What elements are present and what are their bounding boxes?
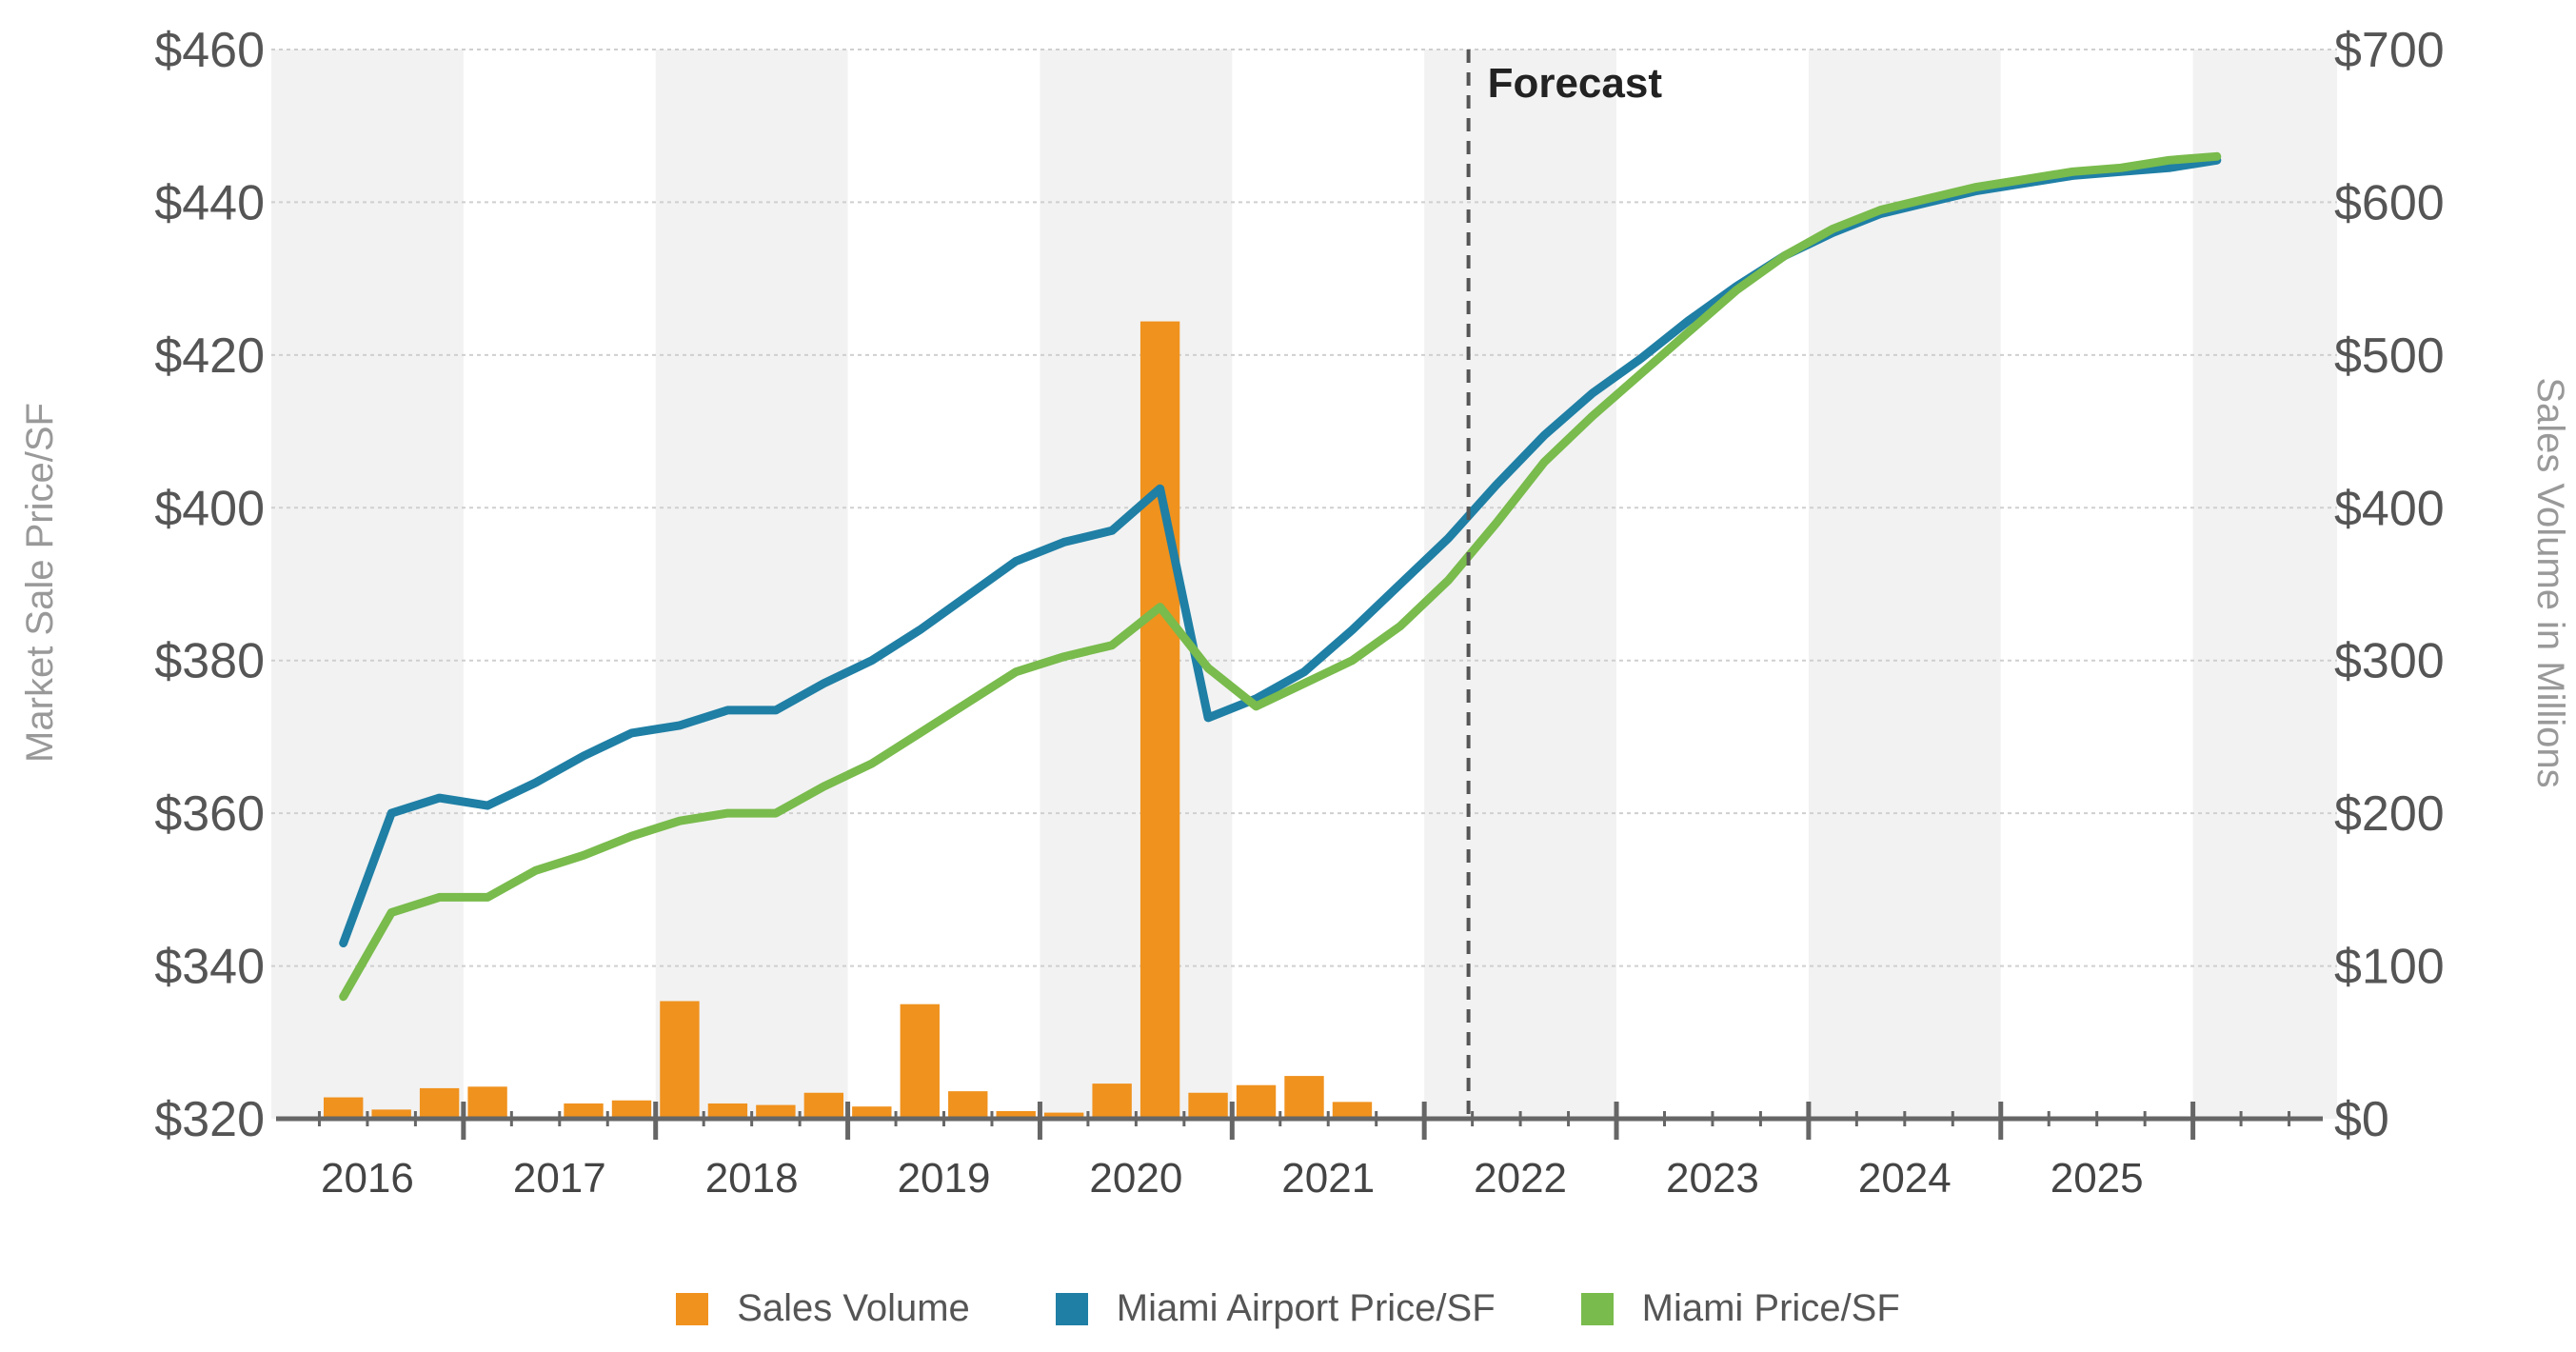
sales-volume-bars [324,321,1373,1119]
sales-volume-bar [324,1097,364,1119]
legend-label-miami-price: Miami Price/SF [1641,1287,1900,1329]
x-tick-label: 2025 [2051,1155,2144,1202]
x-axis: 2016 2017 2018 2019 2020 2021 2022 2023 2024 2025 [276,1102,2323,1202]
legend-item-sales-volume: Sales Volume [676,1287,970,1330]
sales-volume-bar [900,1004,940,1119]
sales-volume-bar [371,1109,411,1119]
year-band [271,50,464,1119]
year-background-bands [271,50,2337,1119]
sales-volume-bar [756,1104,796,1119]
sales-volume-bar [1092,1084,1132,1119]
x-tick-label: 2021 [1281,1155,1375,1202]
y-left-tick-label: $420 [154,328,265,384]
year-band [1424,50,1617,1119]
legend-item-miami-price: Miami Price/SF [1580,1287,1900,1330]
y-right-tick-label: $500 [2334,328,2445,384]
x-tick-label: 2019 [898,1155,991,1202]
legend-swatch-miami-airport-price [1055,1292,1088,1325]
sales-volume-bar [564,1103,604,1119]
sales-volume-bar [1043,1112,1084,1119]
y-axis-right-title: Sales Volume in Millions [2529,377,2571,787]
y-left-tick-label: $440 [154,175,265,230]
y-right-tick-label: $600 [2334,175,2445,230]
legend-item-miami-airport-price: Miami Airport Price/SF [1055,1287,1496,1330]
year-band [655,50,848,1119]
y-right-tick-label: $0 [2334,1092,2389,1147]
y-left-tick-label: $400 [154,481,265,536]
y-left-tick-label: $340 [154,940,265,995]
forecast-label: Forecast [1488,60,1663,107]
y-left-tick-label: $460 [154,23,265,78]
sales-volume-bar [660,1001,700,1119]
y-right-tick-label: $300 [2334,634,2445,689]
y-left-tick-label: $360 [154,786,265,842]
miami-price-line [339,151,2222,1002]
y-left-tick-label: $380 [154,634,265,689]
legend-label-sales-volume: Sales Volume [737,1287,970,1329]
legend-swatch-miami-price [1580,1292,1614,1325]
sales-volume-bar [1332,1102,1373,1119]
x-tick-label: 2018 [705,1155,799,1202]
sales-volume-bar [611,1100,652,1119]
year-band [2192,50,2337,1119]
x-tick-label: 2017 [513,1155,606,1202]
sales-volume-bar [1139,321,1180,1119]
sales-volume-bar [803,1092,844,1119]
sales-volume-bar [996,1110,1036,1119]
y-left-tick-label: $320 [154,1092,265,1147]
year-band [1040,50,1233,1119]
y-right-tick-label: $200 [2334,786,2445,842]
chart-svg: Forecast 2016 2017 2018 2019 2020 2021 2022 202… [19,23,2571,1202]
x-tick-label: 2020 [1089,1155,1182,1202]
sales-volume-bar [467,1086,507,1119]
forecast-divider: Forecast [1466,50,1663,1119]
x-tick-label: 2022 [1474,1155,1567,1202]
y-axis-right: $0 $100 $200 $300 $400 $500 $600 $700 [2334,23,2445,1147]
sales-volume-bar [707,1103,748,1119]
x-tick-label: 2016 [321,1155,414,1202]
y-axis-left: $320 $340 $360 $380 $400 $420 $440 $460 [154,23,265,1147]
sales-volume-bar [948,1091,988,1119]
y-axis-left-title: Market Sale Price/SF [19,403,61,763]
y-right-tick-label: $100 [2334,940,2445,995]
y-right-tick-label: $700 [2334,23,2445,78]
legend-swatch-sales-volume [676,1292,709,1325]
sales-volume-bar [1284,1076,1324,1119]
legend-label-miami-airport-price: Miami Airport Price/SF [1116,1287,1496,1329]
sales-volume-bar [1188,1092,1228,1119]
gridlines [271,49,2337,967]
sales-volume-bar [852,1106,892,1119]
y-right-tick-label: $400 [2334,481,2445,536]
legend: Sales Volume Miami Airport Price/SF Miam… [0,1287,2576,1330]
sales-volume-bar [1236,1084,1277,1119]
price-lines [339,151,2222,1002]
x-tick-label: 2024 [1858,1155,1952,1202]
sales-volume-bar [419,1087,460,1119]
x-tick-label: 2023 [1666,1155,1759,1202]
